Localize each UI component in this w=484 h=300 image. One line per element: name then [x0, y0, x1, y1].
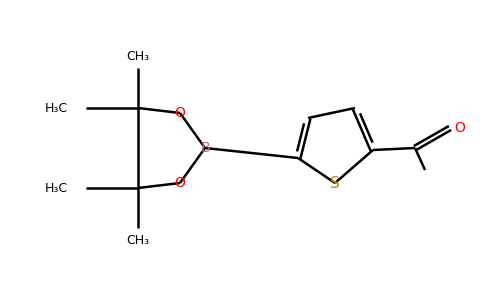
- Text: O: O: [175, 106, 185, 120]
- Text: B: B: [200, 141, 210, 155]
- Text: H₃C: H₃C: [45, 101, 68, 115]
- Text: O: O: [454, 121, 466, 135]
- Text: CH₃: CH₃: [126, 233, 150, 247]
- Text: S: S: [330, 176, 340, 190]
- Text: O: O: [175, 176, 185, 190]
- Text: H₃C: H₃C: [45, 182, 68, 194]
- Text: CH₃: CH₃: [126, 50, 150, 62]
